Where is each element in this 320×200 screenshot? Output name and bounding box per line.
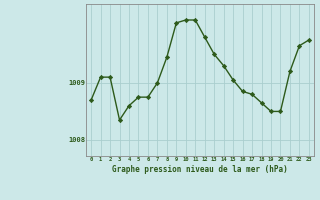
X-axis label: Graphe pression niveau de la mer (hPa): Graphe pression niveau de la mer (hPa) bbox=[112, 165, 288, 174]
